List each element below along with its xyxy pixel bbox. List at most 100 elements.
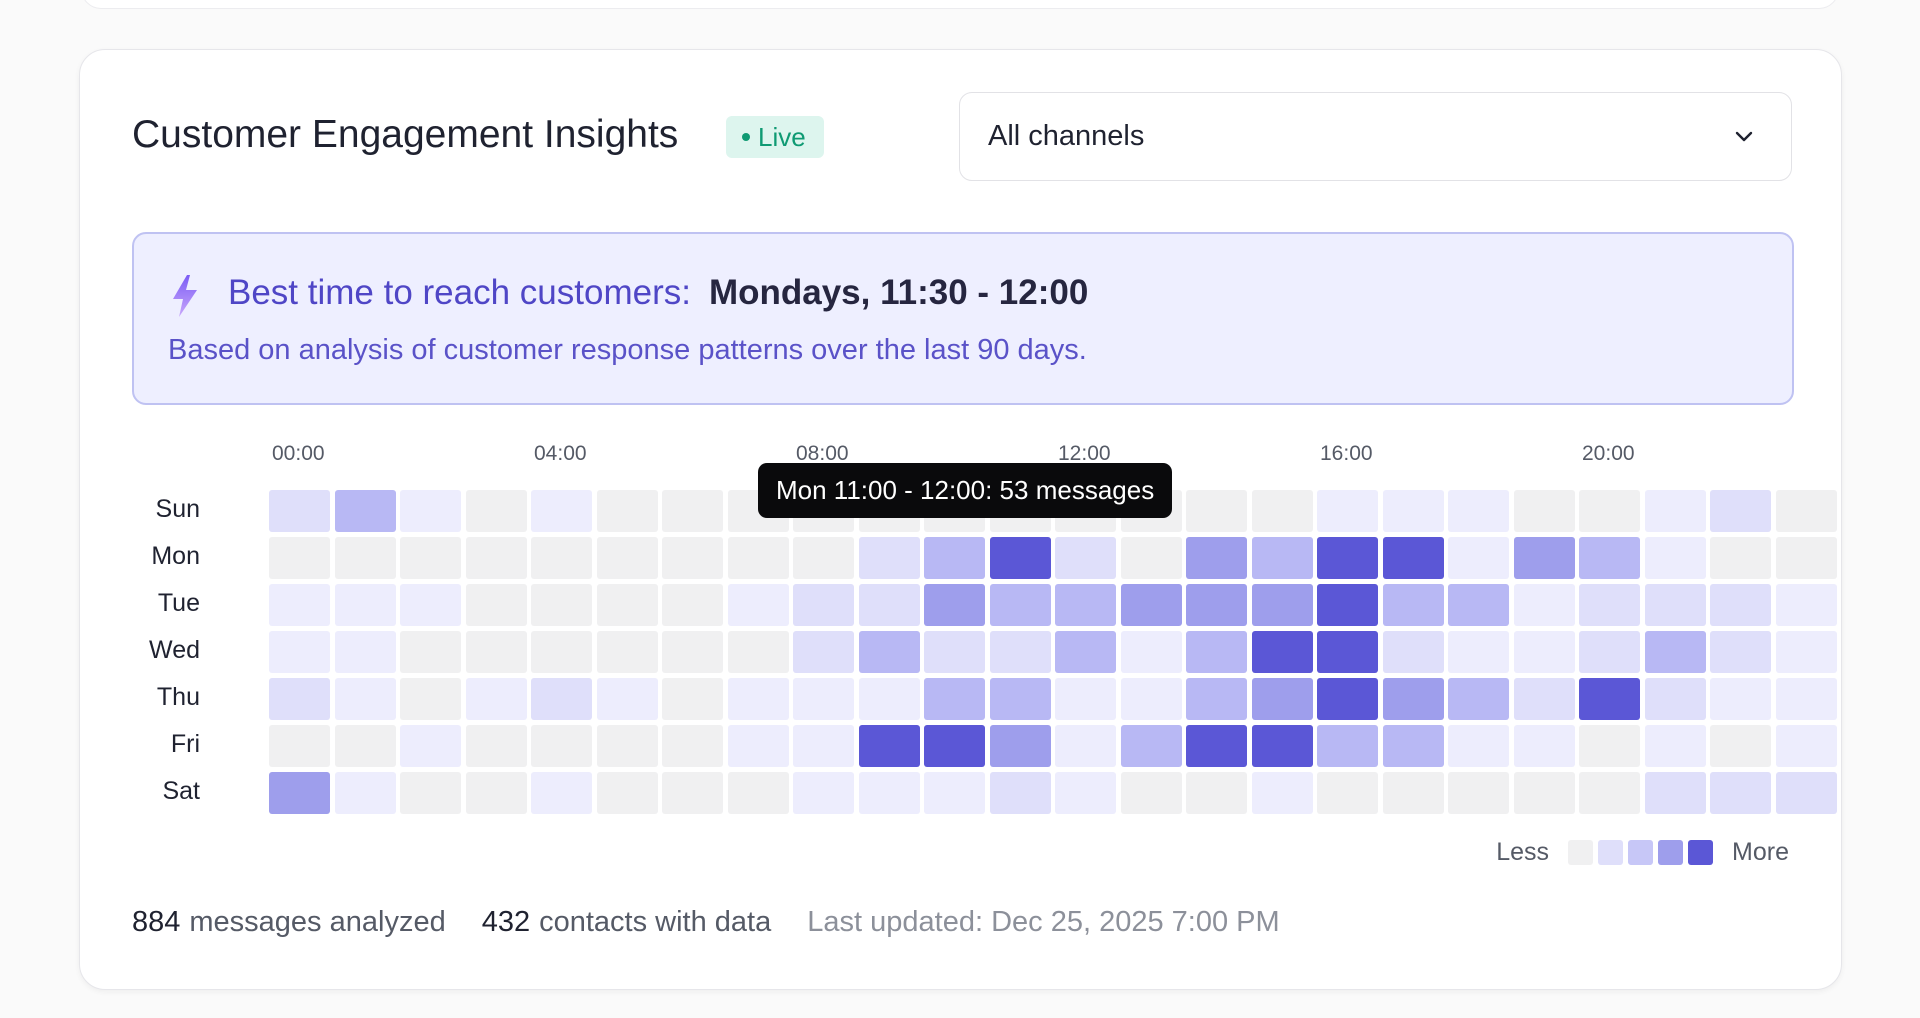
heatmap-cell[interactable]	[727, 772, 789, 814]
heatmap-cell[interactable]	[1186, 584, 1247, 626]
heatmap-cell[interactable]	[924, 631, 985, 673]
heatmap-cell[interactable]	[989, 725, 1051, 767]
heatmap-cell[interactable]	[596, 584, 658, 626]
heatmap-cell[interactable]	[1055, 772, 1116, 814]
heatmap-cell[interactable]	[1120, 772, 1182, 814]
heatmap-cell[interactable]	[1186, 537, 1247, 579]
heatmap-cell[interactable]	[1382, 772, 1444, 814]
heatmap-cell[interactable]	[1448, 725, 1509, 767]
heatmap-cell[interactable]	[465, 584, 527, 626]
heatmap-cell[interactable]	[465, 725, 527, 767]
heatmap-cell[interactable]	[334, 537, 396, 579]
heatmap-cell[interactable]	[334, 678, 396, 720]
heatmap-cell[interactable]	[465, 678, 527, 720]
heatmap-cell[interactable]	[1382, 678, 1444, 720]
heatmap-cell[interactable]	[531, 772, 592, 814]
heatmap-cell[interactable]	[1775, 490, 1837, 532]
heatmap-cell[interactable]	[858, 584, 920, 626]
heatmap-cell[interactable]	[1317, 584, 1378, 626]
heatmap-cell[interactable]	[924, 584, 985, 626]
heatmap-cell[interactable]	[1644, 725, 1706, 767]
heatmap-cell[interactable]	[1710, 725, 1771, 767]
heatmap-cell[interactable]	[1644, 678, 1706, 720]
heatmap-cell[interactable]	[400, 772, 461, 814]
heatmap-cell[interactable]	[1579, 678, 1640, 720]
heatmap-cell[interactable]	[1317, 537, 1378, 579]
heatmap-cell[interactable]	[1251, 631, 1313, 673]
heatmap-cell[interactable]	[596, 725, 658, 767]
heatmap-cell[interactable]	[924, 772, 985, 814]
heatmap-cell[interactable]	[334, 725, 396, 767]
heatmap-cell[interactable]	[858, 678, 920, 720]
heatmap-cell[interactable]	[793, 584, 854, 626]
heatmap-cell[interactable]	[531, 537, 592, 579]
heatmap-cell[interactable]	[1448, 537, 1509, 579]
heatmap-cell[interactable]	[662, 678, 723, 720]
heatmap-cell[interactable]	[924, 725, 985, 767]
heatmap-cell[interactable]	[662, 631, 723, 673]
heatmap-cell[interactable]	[989, 678, 1051, 720]
heatmap-cell[interactable]	[1448, 584, 1509, 626]
heatmap-cell[interactable]	[1644, 490, 1706, 532]
heatmap-cell[interactable]	[989, 772, 1051, 814]
heatmap-cell[interactable]	[596, 537, 658, 579]
heatmap-cell[interactable]	[1317, 772, 1378, 814]
heatmap-cell[interactable]	[1579, 631, 1640, 673]
heatmap-cell[interactable]	[1513, 678, 1575, 720]
heatmap-cell[interactable]	[1186, 631, 1247, 673]
heatmap-cell[interactable]	[1186, 678, 1247, 720]
heatmap-cell[interactable]	[400, 490, 461, 532]
heatmap-cell[interactable]	[1382, 631, 1444, 673]
heatmap-cell[interactable]	[1251, 490, 1313, 532]
heatmap-cell[interactable]	[465, 490, 527, 532]
heatmap-cell[interactable]	[793, 631, 854, 673]
heatmap-cell[interactable]	[1251, 772, 1313, 814]
heatmap-cell[interactable]	[727, 537, 789, 579]
heatmap-cell[interactable]	[531, 725, 592, 767]
heatmap-cell[interactable]	[858, 725, 920, 767]
heatmap-cell[interactable]	[531, 631, 592, 673]
heatmap-cell[interactable]	[1055, 631, 1116, 673]
heatmap-cell[interactable]	[334, 631, 396, 673]
heatmap-cell[interactable]	[727, 725, 789, 767]
heatmap-cell[interactable]	[1513, 772, 1575, 814]
heatmap-cell[interactable]	[1775, 725, 1837, 767]
heatmap-cell[interactable]	[269, 725, 330, 767]
heatmap-cell[interactable]	[662, 772, 723, 814]
heatmap-cell[interactable]	[1120, 725, 1182, 767]
heatmap-cell[interactable]	[1120, 584, 1182, 626]
heatmap-cell[interactable]	[1579, 490, 1640, 532]
heatmap-cell[interactable]	[662, 490, 723, 532]
channel-select[interactable]: All channels	[959, 92, 1792, 181]
heatmap-cell[interactable]	[1775, 584, 1837, 626]
heatmap-cell[interactable]	[1513, 584, 1575, 626]
heatmap-cell[interactable]	[1055, 537, 1116, 579]
heatmap-cell[interactable]	[1644, 772, 1706, 814]
heatmap-cell[interactable]	[1644, 631, 1706, 673]
heatmap-cell[interactable]	[793, 537, 854, 579]
heatmap-cell[interactable]	[1382, 584, 1444, 626]
heatmap-cell[interactable]	[793, 725, 854, 767]
heatmap-cell[interactable]	[1513, 725, 1575, 767]
heatmap-cell[interactable]	[400, 537, 461, 579]
heatmap-cell[interactable]	[1120, 631, 1182, 673]
heatmap-cell[interactable]	[1644, 537, 1706, 579]
heatmap-cell[interactable]	[1710, 537, 1771, 579]
heatmap-cell[interactable]	[1448, 490, 1509, 532]
heatmap-cell[interactable]	[793, 678, 854, 720]
heatmap-cell[interactable]	[662, 537, 723, 579]
heatmap-cell[interactable]	[596, 490, 658, 532]
heatmap-cell[interactable]	[1186, 490, 1247, 532]
heatmap-cell[interactable]	[1579, 725, 1640, 767]
heatmap-cell[interactable]	[1710, 490, 1771, 532]
heatmap-cell[interactable]	[1579, 537, 1640, 579]
heatmap-cell[interactable]	[465, 772, 527, 814]
heatmap-cell[interactable]	[596, 631, 658, 673]
heatmap-cell[interactable]	[1513, 537, 1575, 579]
heatmap-cell[interactable]	[858, 537, 920, 579]
heatmap-cell[interactable]	[1251, 537, 1313, 579]
heatmap-cell[interactable]	[1775, 772, 1837, 814]
heatmap-cell[interactable]	[334, 490, 396, 532]
heatmap-cell[interactable]	[1644, 584, 1706, 626]
heatmap-cell[interactable]	[1317, 678, 1378, 720]
